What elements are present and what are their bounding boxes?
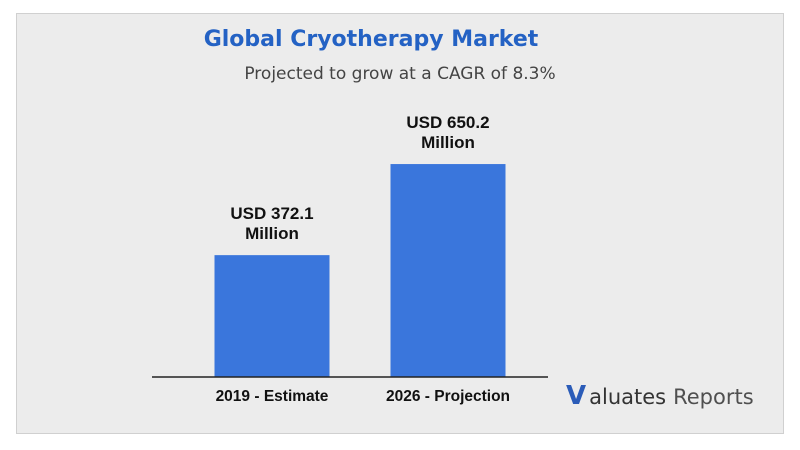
x-tick-label-2: 2026 - Projection [386, 388, 510, 405]
chart-title: Global Cryotherapy Market [203, 27, 539, 52]
valuates-reports-logo: V aluates Reports [566, 381, 754, 411]
data-label-1-line-2: Million [245, 224, 299, 243]
bar-1 [214, 255, 330, 377]
logo-reports: Reports [673, 385, 754, 409]
x-tick-label-1: 2019 - Estimate [216, 388, 329, 405]
data-label-2-line-2: Million [421, 133, 475, 152]
logo-v-mark: V [566, 381, 587, 411]
logo-name: aluates [589, 385, 667, 409]
data-label-1-line-1: USD 372.1 [230, 204, 313, 223]
chart-subtitle: Projected to grow at a CAGR of 8.3% [244, 64, 556, 84]
bar-2 [390, 164, 506, 377]
data-label-2-line-1: USD 650.2 [406, 113, 489, 132]
